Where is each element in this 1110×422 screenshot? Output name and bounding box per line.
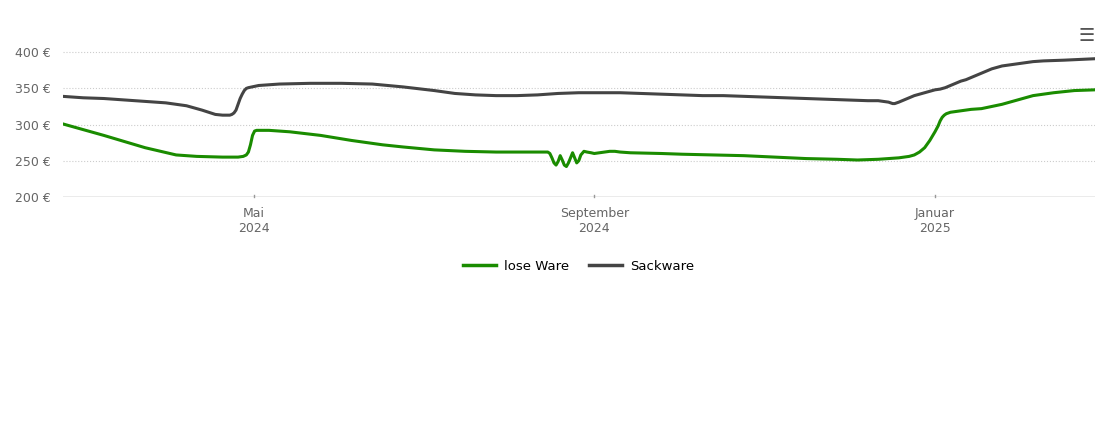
Legend: lose Ware, Sackware: lose Ware, Sackware: [458, 254, 699, 278]
Text: ☰: ☰: [1079, 27, 1094, 45]
